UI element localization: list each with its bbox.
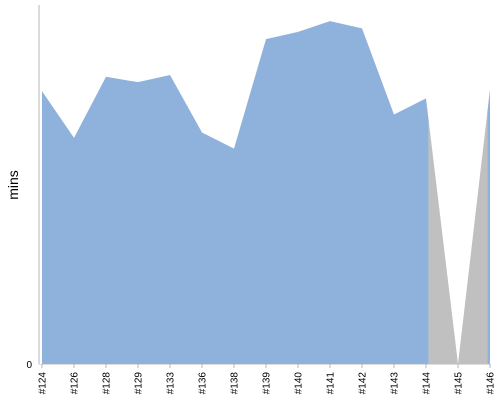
x-tick-label: #126 — [70, 372, 81, 395]
area-series — [42, 21, 426, 365]
area-series-segment — [487, 89, 490, 365]
x-tick-label: #142 — [358, 372, 369, 395]
grey-region — [428, 111, 488, 364]
y-tick-label: 0 — [26, 360, 32, 371]
x-tick-label: #128 — [102, 372, 113, 395]
x-tick-label: #133 — [166, 372, 177, 395]
x-tick-label: #141 — [326, 372, 337, 395]
area-series-segment — [426, 98, 429, 364]
x-tick-label: #144 — [422, 372, 433, 395]
x-tick-label: #136 — [198, 372, 209, 395]
y-axis-ticks: 0 — [26, 360, 32, 371]
x-tick-label: #146 — [486, 372, 497, 395]
y-axis-title: mins — [5, 170, 21, 200]
plot-area — [42, 21, 490, 365]
x-tick-label: #139 — [262, 372, 273, 395]
x-tick-label: #140 — [294, 372, 305, 395]
x-tick-label: #129 — [134, 372, 145, 395]
x-tick-label: #138 — [230, 372, 241, 395]
x-tick-label: #145 — [454, 372, 465, 395]
x-tick-label: #143 — [390, 372, 401, 395]
x-tick-label: #124 — [38, 372, 49, 395]
x-axis-ticks: #124 #126 #128 #129 #133 #136 #138 #139 #140 #141… — [38, 364, 497, 394]
